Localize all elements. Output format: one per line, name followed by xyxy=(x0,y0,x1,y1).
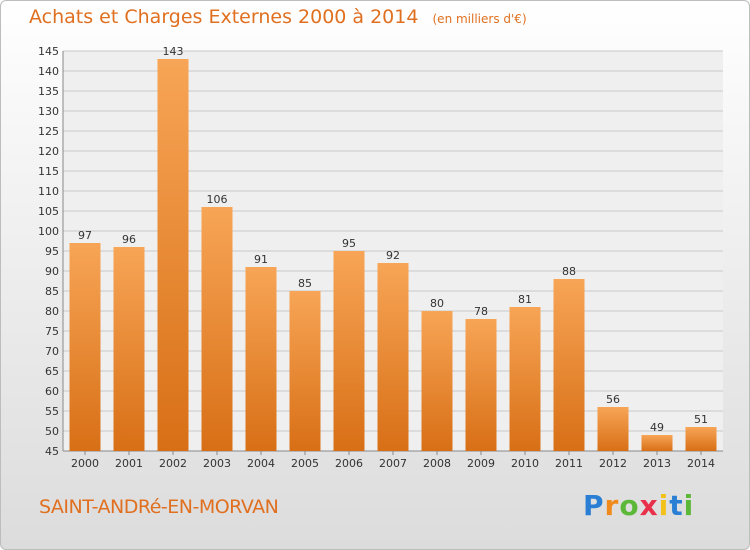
brand-letter: o xyxy=(619,489,640,522)
data-label: 95 xyxy=(342,237,356,250)
data-label: 92 xyxy=(386,249,400,262)
proxiti-logo: Proxiti xyxy=(583,489,694,522)
y-tick-label: 115 xyxy=(38,165,59,178)
x-tick-label: 2003 xyxy=(203,457,231,470)
y-tick-label: 65 xyxy=(45,365,59,378)
data-label: 88 xyxy=(562,265,576,278)
y-tick-label: 145 xyxy=(38,45,59,58)
chart-unit-note: (en milliers d'€) xyxy=(432,12,527,26)
data-label: 85 xyxy=(298,277,312,290)
y-tick-label: 50 xyxy=(45,425,59,438)
x-tick-label: 2009 xyxy=(467,457,495,470)
bar xyxy=(509,307,541,451)
y-tick-label: 135 xyxy=(38,85,59,98)
y-tick-label: 100 xyxy=(38,225,59,238)
data-label: 97 xyxy=(78,229,92,242)
y-tick-label: 55 xyxy=(45,405,59,418)
bar xyxy=(377,263,409,451)
x-tick-label: 2002 xyxy=(159,457,187,470)
bar xyxy=(641,435,673,451)
y-tick-label: 75 xyxy=(45,325,59,338)
bar xyxy=(69,243,101,451)
x-tick-label: 2001 xyxy=(115,457,143,470)
data-label: 91 xyxy=(254,253,268,266)
bar xyxy=(201,207,233,451)
x-tick-label: 2010 xyxy=(511,457,539,470)
x-tick-label: 2012 xyxy=(599,457,627,470)
chart-title: Achats et Charges Externes 2000 à 2014 (… xyxy=(29,6,527,28)
brand-letter: i xyxy=(683,489,695,522)
y-tick-label: 95 xyxy=(45,245,59,258)
data-label: 106 xyxy=(207,193,228,206)
chart-title-text: Achats et Charges Externes 2000 à 2014 xyxy=(29,6,419,28)
data-label: 143 xyxy=(163,45,184,58)
data-label: 56 xyxy=(606,393,620,406)
x-tick-label: 2007 xyxy=(379,457,407,470)
bar xyxy=(553,279,585,451)
x-tick-label: 2011 xyxy=(555,457,583,470)
data-label: 51 xyxy=(694,413,708,426)
x-tick-label: 2013 xyxy=(643,457,671,470)
brand-letter: i xyxy=(658,489,670,522)
data-label: 81 xyxy=(518,293,532,306)
data-label: 80 xyxy=(430,297,444,310)
bar xyxy=(421,311,453,451)
y-tick-label: 105 xyxy=(38,205,59,218)
y-tick-label: 45 xyxy=(45,445,59,458)
y-tick-label: 85 xyxy=(45,285,59,298)
x-tick-label: 2005 xyxy=(291,457,319,470)
y-tick-label: 110 xyxy=(38,185,59,198)
x-tick-label: 2000 xyxy=(71,457,99,470)
y-tick-label: 60 xyxy=(45,385,59,398)
commune-name: SAINT-ANDRé-EN-MORVAN xyxy=(39,496,279,518)
data-label: 78 xyxy=(474,305,488,318)
y-tick-label: 120 xyxy=(38,145,59,158)
brand-letter: P xyxy=(583,489,605,522)
brand-letter: r xyxy=(604,489,620,522)
bar xyxy=(597,407,629,451)
bar xyxy=(113,247,145,451)
data-label: 49 xyxy=(650,421,664,434)
bar xyxy=(289,291,321,451)
x-tick-label: 2006 xyxy=(335,457,363,470)
y-tick-label: 130 xyxy=(38,105,59,118)
data-label: 96 xyxy=(122,233,136,246)
x-tick-label: 2014 xyxy=(687,457,715,470)
y-tick-label: 140 xyxy=(38,65,59,78)
y-tick-label: 125 xyxy=(38,125,59,138)
x-tick-label: 2004 xyxy=(247,457,275,470)
y-tick-label: 70 xyxy=(45,345,59,358)
y-tick-label: 80 xyxy=(45,305,59,318)
x-tick-label: 2008 xyxy=(423,457,451,470)
brand-letter: x xyxy=(639,489,659,522)
bar xyxy=(333,251,365,451)
bar xyxy=(157,59,189,451)
bar xyxy=(685,427,717,451)
brand-letter: t xyxy=(669,489,684,522)
bar xyxy=(465,319,497,451)
bar xyxy=(245,267,277,451)
y-tick-label: 90 xyxy=(45,265,59,278)
